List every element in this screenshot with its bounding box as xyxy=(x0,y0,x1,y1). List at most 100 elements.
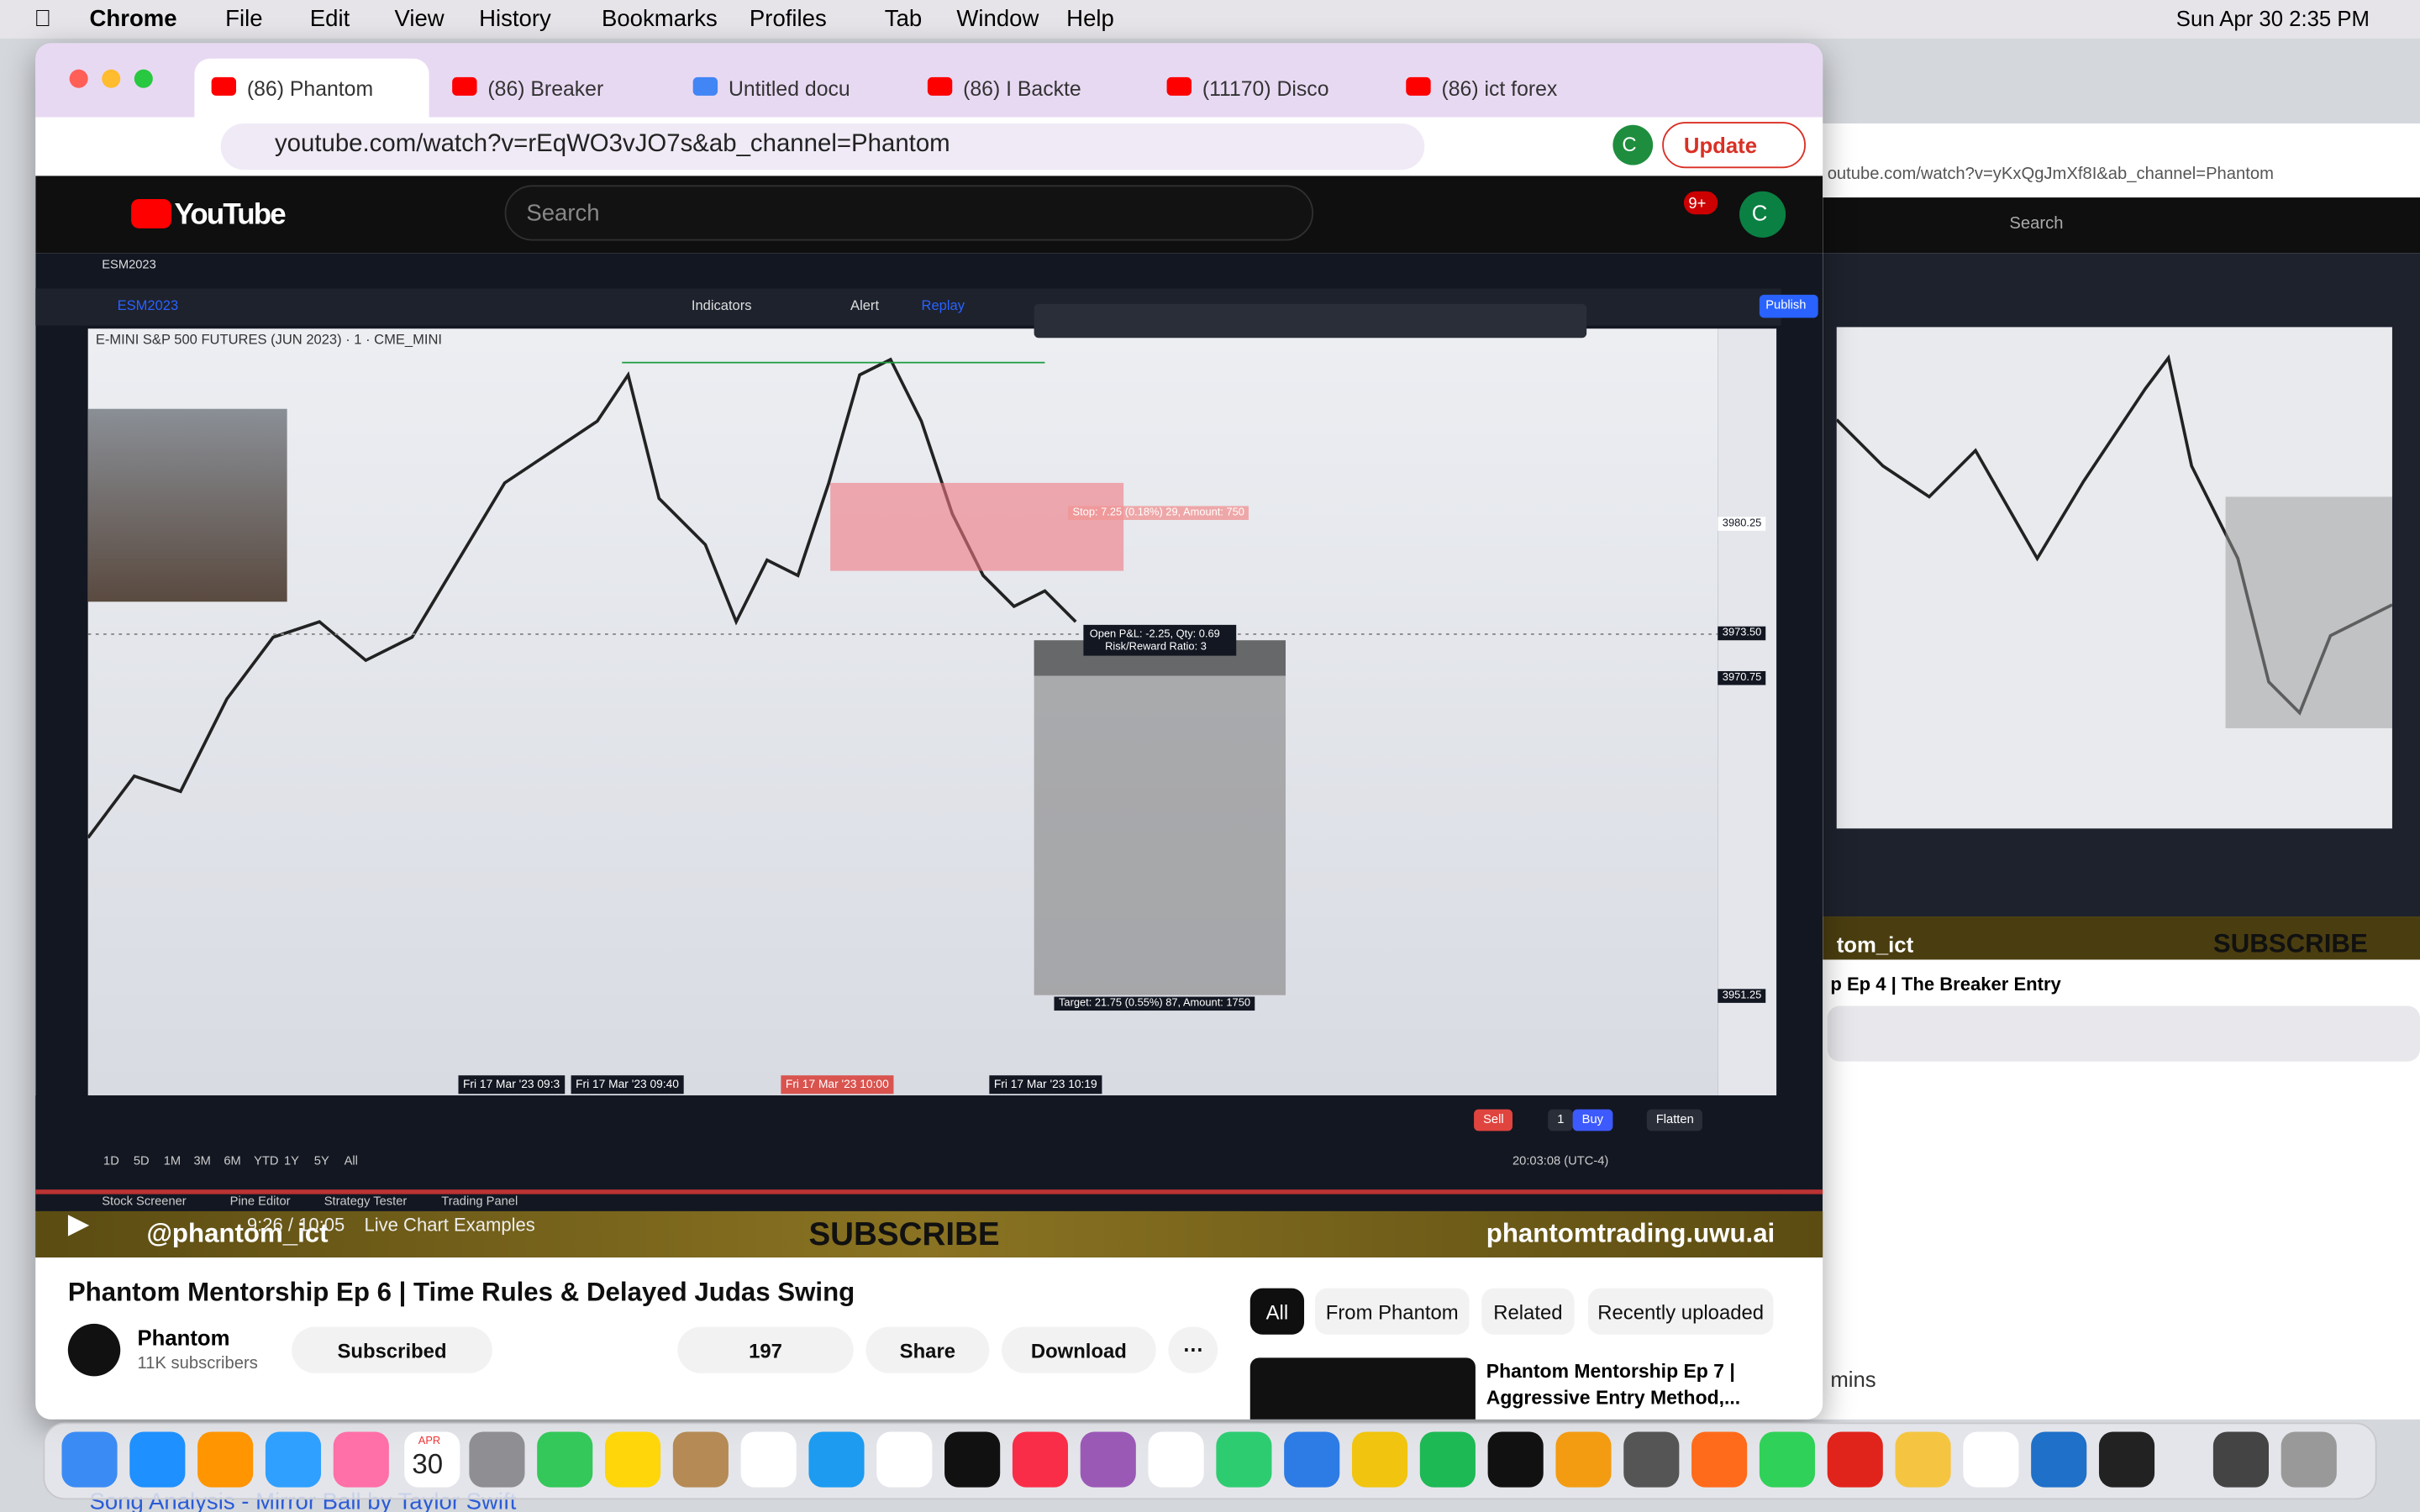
share-label[interactable]: Share xyxy=(899,1338,956,1362)
tab[interactable]: (86) I Backte xyxy=(963,77,1081,101)
menu-item[interactable]: Edit xyxy=(309,6,350,33)
menu-item[interactable]: Bookmarks xyxy=(601,6,718,33)
menu-item[interactable]: Profiles xyxy=(749,6,827,33)
symbol-tab[interactable]: ESM2023 xyxy=(102,257,156,272)
search-placeholder[interactable]: Search xyxy=(526,200,600,228)
dock-icon[interactable] xyxy=(1012,1431,1069,1488)
chapter[interactable]: Live Chart Examples xyxy=(364,1214,535,1236)
dock-icon[interactable] xyxy=(469,1431,525,1488)
dock-icon[interactable] xyxy=(129,1431,186,1488)
range-button[interactable]: 5D xyxy=(133,1153,150,1168)
range-button[interactable]: 6M xyxy=(224,1153,241,1168)
trade-button[interactable]: 1 xyxy=(1548,1109,1574,1131)
dock-icon[interactable] xyxy=(61,1431,118,1488)
alert[interactable]: Alert xyxy=(850,297,880,313)
tab[interactable]: (86) Breaker xyxy=(487,77,604,101)
download-label[interactable]: Download xyxy=(1030,1338,1127,1362)
dock-icon[interactable] xyxy=(2212,1431,2270,1488)
dock-icon[interactable] xyxy=(605,1431,661,1488)
menu-item[interactable]: Window xyxy=(956,6,1039,33)
indicators[interactable]: Indicators xyxy=(691,297,752,313)
share-button[interactable]: Share xyxy=(865,1326,990,1373)
update-button[interactable] xyxy=(1662,122,1806,169)
symbol[interactable]: ESM2023 xyxy=(117,297,179,313)
dock-icon[interactable] xyxy=(1080,1431,1136,1488)
profile-icon[interactable] xyxy=(1612,124,1654,165)
menu-item[interactable]: View xyxy=(394,6,445,33)
dock-icon[interactable] xyxy=(197,1431,254,1488)
omnibox[interactable] xyxy=(220,123,1425,171)
dock-icon[interactable] xyxy=(1623,1431,1680,1488)
bottom-tab[interactable]: Trading Panel xyxy=(441,1194,518,1209)
dock-icon[interactable] xyxy=(1963,1431,2019,1488)
menu-item[interactable]: History xyxy=(479,6,551,33)
dock-icon[interactable] xyxy=(1827,1431,1883,1488)
range-button[interactable]: All xyxy=(344,1153,358,1168)
dock-icon[interactable] xyxy=(537,1431,593,1488)
yt-logo-icon[interactable] xyxy=(131,198,171,228)
dock-icon[interactable] xyxy=(1419,1431,1476,1488)
range-button[interactable]: YTD xyxy=(254,1153,279,1168)
next-title[interactable]: Phantom Mentorship Ep 7 | Aggressive Ent… xyxy=(1486,1361,1741,1409)
dock-icon[interactable] xyxy=(265,1431,322,1488)
minimize-window[interactable] xyxy=(102,69,121,88)
range-button[interactable]: 1Y xyxy=(283,1153,299,1168)
search-box[interactable] xyxy=(504,185,1314,241)
zoom-window[interactable] xyxy=(134,69,153,88)
avatar-letter[interactable]: C xyxy=(1751,200,1768,226)
dock-icon[interactable] xyxy=(2098,1431,2155,1488)
dock-icon[interactable] xyxy=(1895,1431,1951,1488)
filter-chip[interactable]: Related xyxy=(1481,1288,1575,1335)
yt-logo[interactable]: YouTube xyxy=(174,198,287,232)
close-window[interactable] xyxy=(69,69,88,88)
menu-item[interactable]: Help xyxy=(1066,6,1114,33)
trade-button[interactable]: Sell xyxy=(1474,1109,1513,1131)
download-button[interactable]: Download xyxy=(1002,1326,1156,1373)
dock-icon[interactable] xyxy=(1148,1431,1204,1488)
menu-item[interactable]: Tab xyxy=(884,6,923,33)
range-button[interactable]: 3M xyxy=(193,1153,211,1168)
dock-icon[interactable] xyxy=(2281,1431,2337,1488)
dock-icon[interactable] xyxy=(740,1431,797,1488)
subscribed-label[interactable]: Subscribed xyxy=(337,1338,447,1362)
profile-letter[interactable]: C xyxy=(1622,132,1637,156)
avatar[interactable] xyxy=(1739,191,1786,238)
url[interactable]: youtube.com/watch?v=rEqWO3vJO7s&ab_chann… xyxy=(274,131,950,158)
tab[interactable]: (86) Phantom xyxy=(246,77,374,101)
filter-chip[interactable]: All xyxy=(1249,1288,1305,1335)
more-button[interactable]: ⋯ xyxy=(1168,1326,1218,1373)
trade-button[interactable]: Flatten xyxy=(1646,1109,1703,1131)
filter-chip[interactable]: From Phantom xyxy=(1314,1288,1470,1335)
tab[interactable]: (11170) Disco xyxy=(1202,77,1329,101)
range-button[interactable]: 1M xyxy=(163,1153,182,1168)
dock-calendar[interactable] xyxy=(404,1431,460,1488)
range-button[interactable]: 1D xyxy=(103,1153,119,1168)
progress-bar[interactable] xyxy=(35,1189,1823,1194)
dock-icon[interactable] xyxy=(1284,1431,1340,1488)
dock-icon[interactable] xyxy=(876,1431,933,1488)
bottom-tab[interactable]: Pine Editor xyxy=(229,1194,291,1209)
bottom-tab[interactable]: Stock Screener xyxy=(102,1194,187,1209)
filter-chip[interactable]: Recently uploaded xyxy=(1588,1288,1774,1335)
next-thumbnail[interactable] xyxy=(1249,1357,1476,1420)
play-button[interactable]: ▶ xyxy=(67,1208,90,1239)
publish[interactable]: Publish xyxy=(1765,297,1807,312)
dock-icon[interactable] xyxy=(1555,1431,1612,1488)
like-button[interactable]: 197 xyxy=(677,1326,854,1373)
dock-icon[interactable] xyxy=(333,1431,389,1488)
channel-avatar[interactable] xyxy=(67,1323,121,1377)
channel-name[interactable]: Phantom xyxy=(137,1325,230,1351)
dock-icon[interactable] xyxy=(1487,1431,1544,1488)
update-label[interactable]: Update xyxy=(1683,132,1758,158)
like-count[interactable]: 197 xyxy=(749,1338,782,1362)
publish-button[interactable] xyxy=(1759,294,1818,318)
replay[interactable]: Replay xyxy=(921,297,965,313)
dock-icon[interactable] xyxy=(1691,1431,1748,1488)
dock-icon[interactable] xyxy=(944,1431,1001,1488)
dock-icon[interactable] xyxy=(1216,1431,1272,1488)
menu-item[interactable]: File xyxy=(225,6,263,33)
range-button[interactable]: 5Y xyxy=(313,1153,329,1168)
dock-icon[interactable] xyxy=(808,1431,865,1488)
dock-icon[interactable] xyxy=(2031,1431,2087,1488)
dock-icon[interactable] xyxy=(672,1431,729,1488)
